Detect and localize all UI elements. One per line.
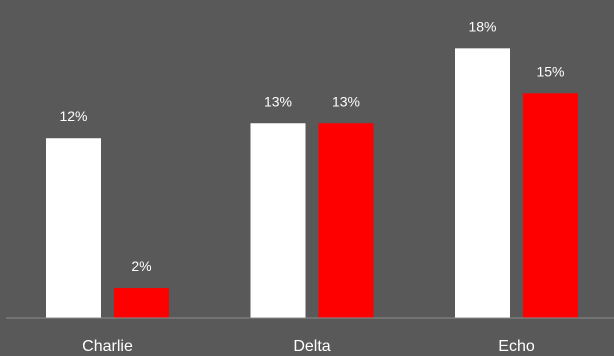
- x-tick-label-category-delta: Delta: [293, 338, 330, 355]
- bar-echo-series-2: [523, 93, 578, 318]
- data-label-charlie-series-1: 12%: [59, 108, 87, 124]
- data-label-delta-series-2: 13%: [332, 93, 360, 109]
- bar-delta-series-1: [250, 123, 306, 319]
- bars-layer: [46, 48, 578, 319]
- data-label-delta-series-1: 13%: [264, 93, 292, 109]
- labels-layer: 12% 2% Charlie 13% 13% Delta 18% 15% Echo: [59, 18, 564, 355]
- data-label-echo-series-1: 18%: [468, 18, 496, 34]
- bar-charlie-series-1: [46, 138, 101, 318]
- bar-echo-series-1: [455, 48, 510, 319]
- data-label-charlie-series-2: 2%: [131, 258, 151, 274]
- bar-delta-series-2: [318, 123, 374, 319]
- x-tick-label-category-echo: Echo: [498, 338, 535, 355]
- x-tick-label-category-charlie: Charlie: [82, 338, 133, 355]
- bar-charlie-series-2: [114, 288, 169, 318]
- data-label-echo-series-2: 15%: [536, 63, 564, 79]
